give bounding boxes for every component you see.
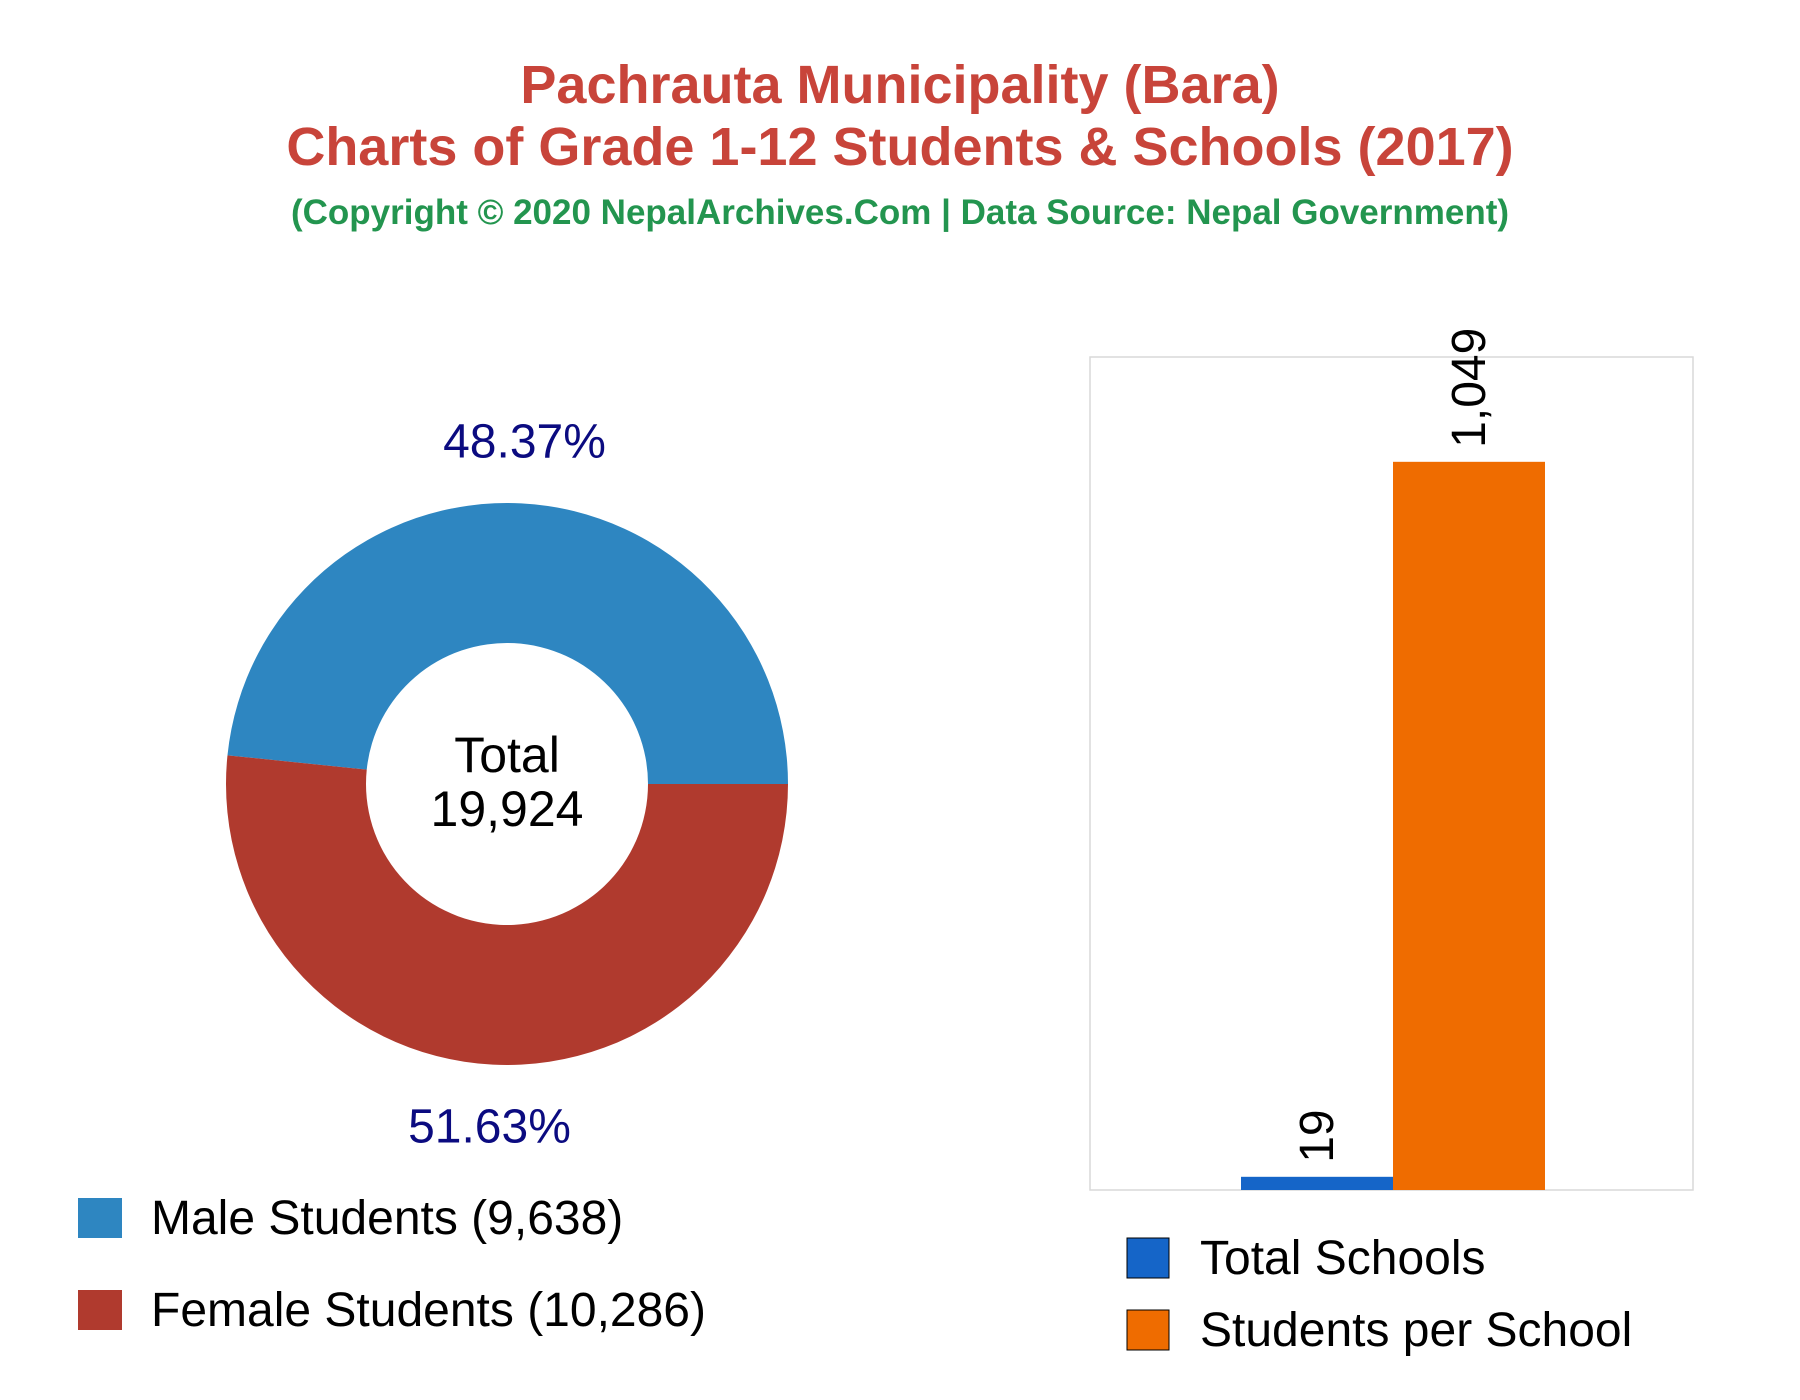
bar-value-label-schools: 19 <box>1291 1109 1344 1162</box>
donut-slice-male <box>227 502 789 784</box>
legend-swatch-female <box>78 1290 122 1330</box>
donut-center-label: Total <box>454 727 560 783</box>
bar-value-label-students-per-school: 1,049 <box>1443 328 1496 448</box>
copyright-source-line: (Copyright © 2020 NepalArchives.Com | Da… <box>290 193 1510 232</box>
bar-chart-frame <box>1089 356 1694 1191</box>
donut-center-value: 19,924 <box>431 781 584 837</box>
bar-chart: 19 1,049 <box>1241 328 1545 1190</box>
legend-label-female: Female Students (10,286) <box>151 1284 706 1337</box>
bar-legend: Total Schools Students per School <box>1126 1232 1632 1357</box>
legend-label-students-per-school: Students per School <box>1200 1304 1632 1357</box>
donut-percent-label-male: 48.37% <box>443 415 606 468</box>
bar-students-per-school <box>1393 461 1545 1190</box>
donut-slice-female <box>226 755 788 1065</box>
chart-subtitle-main: Charts of Grade 1-12 Students & Schools … <box>286 117 1514 177</box>
donut-legend: Male Students (9,638) Female Students (10… <box>78 1192 706 1337</box>
chart-title: Pachrauta Municipality (Bara) <box>520 55 1280 115</box>
legend-swatch-students-per-school <box>1126 1309 1170 1351</box>
legend-swatch-male <box>78 1198 122 1238</box>
donut-percent-label-female: 51.63% <box>408 1101 571 1154</box>
bar-total-schools <box>1241 1176 1393 1190</box>
legend-label-male: Male Students (9,638) <box>151 1192 623 1245</box>
donut-chart: 48.37% 51.63% <box>226 415 789 1154</box>
legend-swatch-total-schools <box>1126 1237 1170 1279</box>
legend-label-total-schools: Total Schools <box>1200 1232 1486 1285</box>
